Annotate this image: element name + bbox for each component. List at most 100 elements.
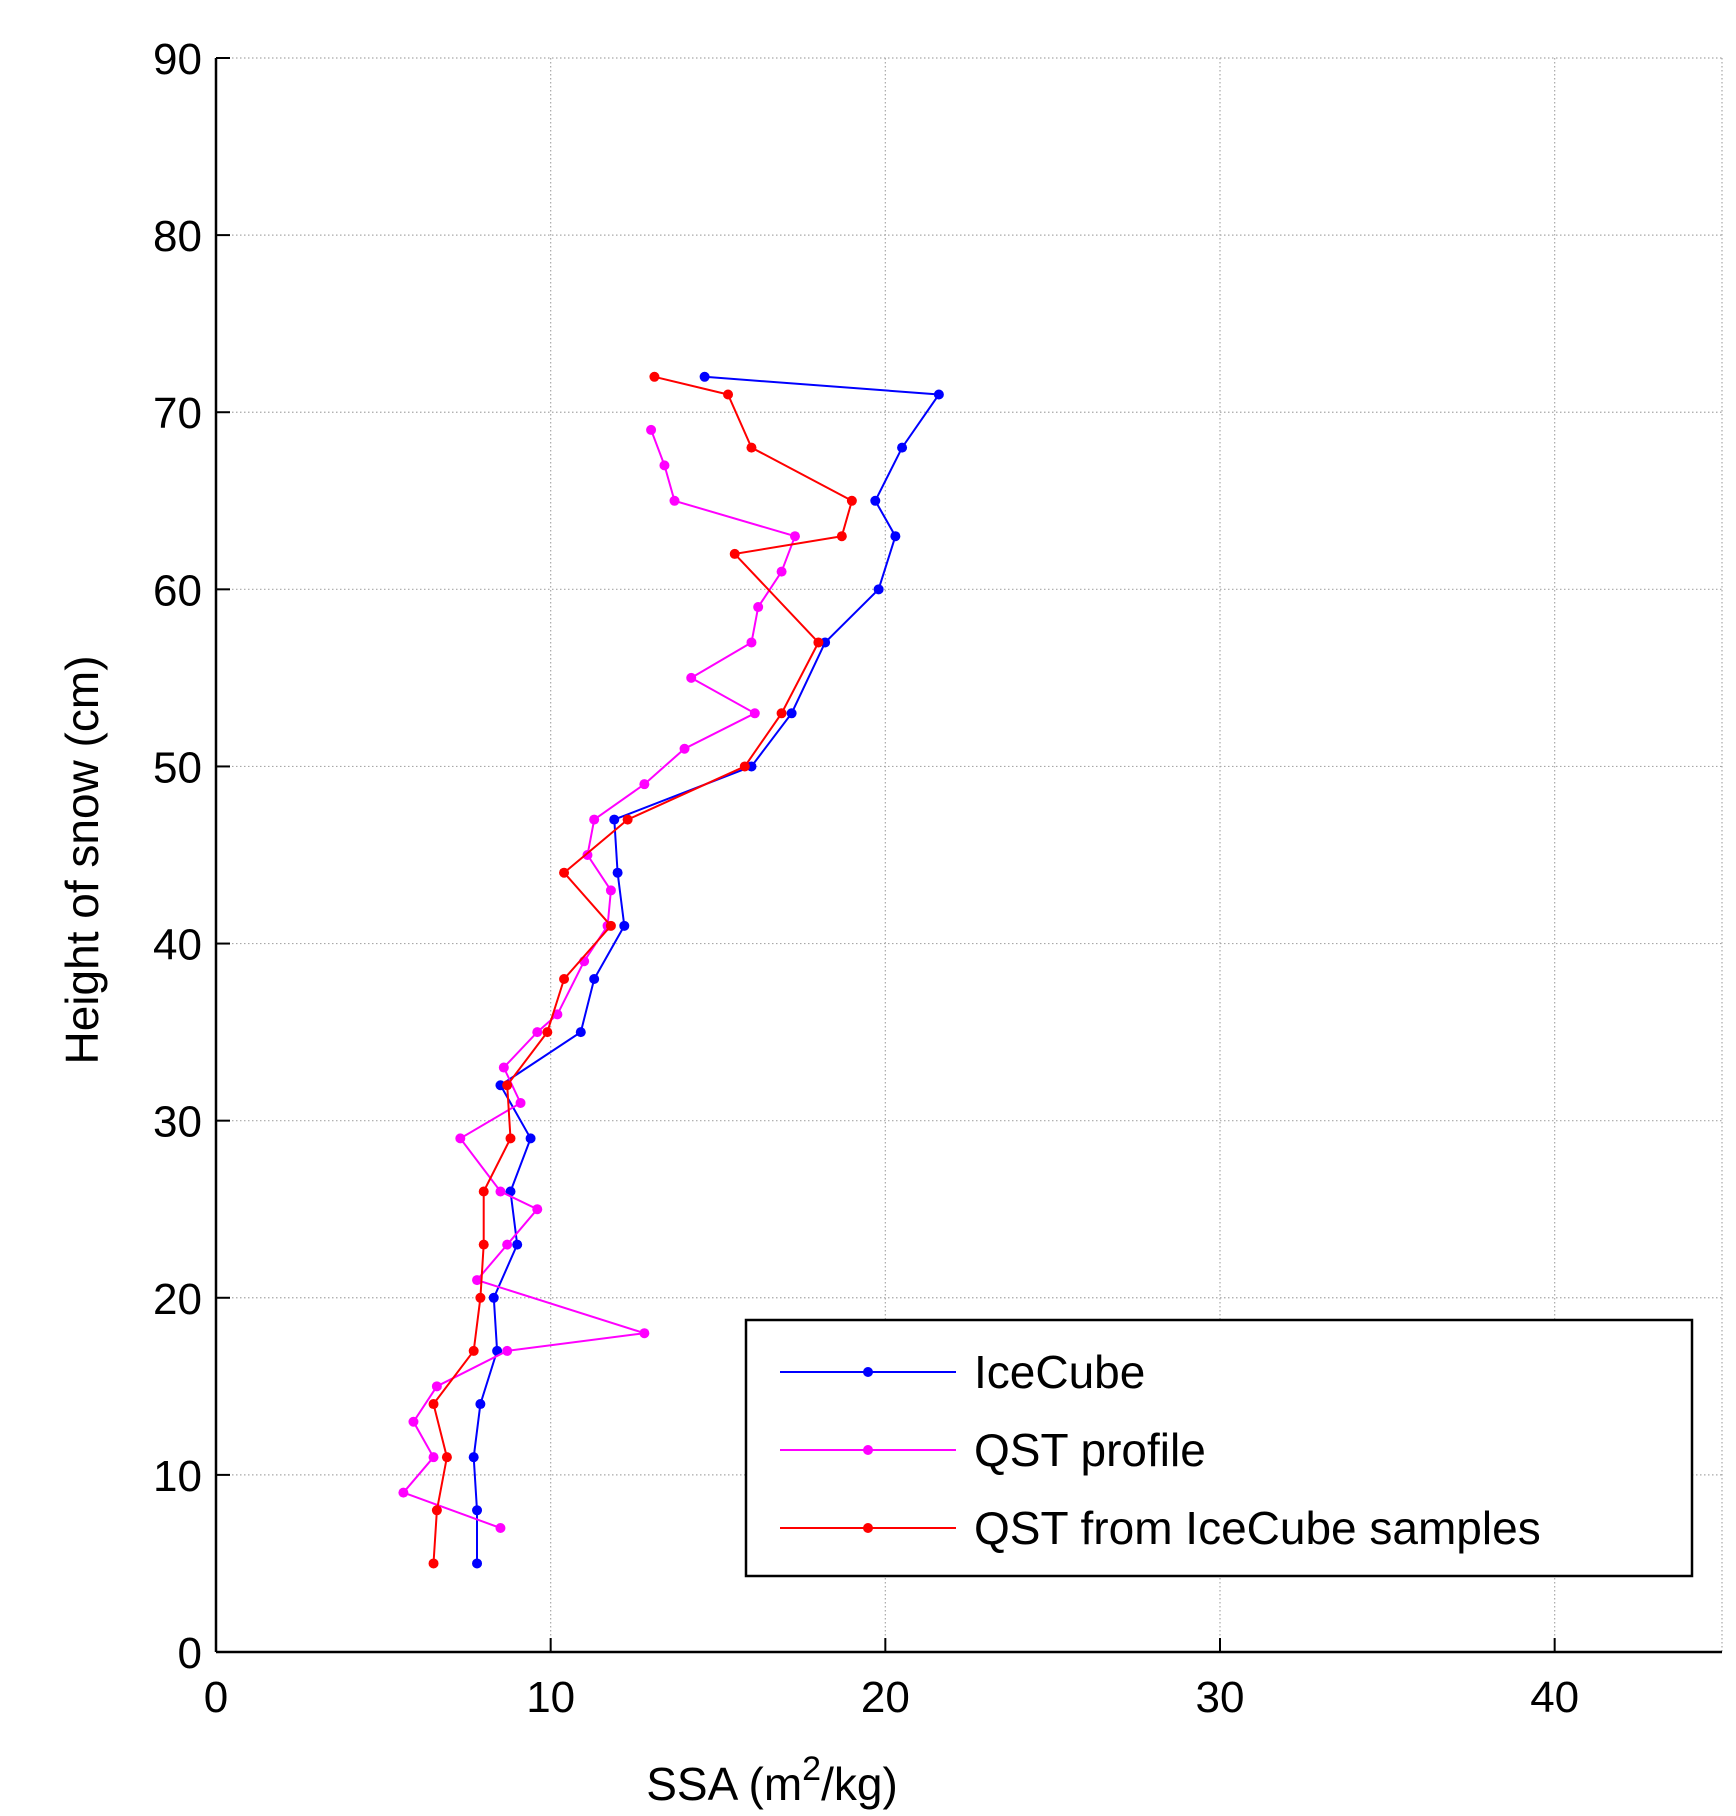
y-axis-title: Height of snow (cm)	[56, 655, 108, 1064]
data-point-qst-profile-12	[582, 850, 593, 860]
data-point-qst-profile-17	[532, 1027, 543, 1038]
data-point-qst-profile-7	[686, 672, 697, 683]
data-point-icecube-2	[897, 442, 908, 453]
x-tick-label-2: 20	[861, 1673, 910, 1722]
data-point-icecube-17	[512, 1239, 523, 1250]
legend-marker-icecube	[863, 1367, 873, 1377]
y-tick-label-9: 90	[153, 35, 202, 84]
series-line-qst-from-icecube-samples	[432, 375, 854, 1564]
series-layer	[398, 371, 944, 1569]
y-tick-label-8: 80	[153, 212, 202, 261]
data-point-qst-from-icecube-samples-18	[475, 1292, 486, 1303]
y-tick-label-2: 20	[153, 1275, 202, 1324]
data-point-qst-from-icecube-samples-16	[478, 1186, 489, 1197]
legend-items: IceCube QST profile QST from IceCube sampl…	[780, 1346, 1541, 1554]
data-point-qst-from-icecube-samples-19	[468, 1345, 479, 1356]
tick-labels: 0 10 20 30 40 0 10 20 30 40 50 60 70 80 90	[153, 35, 1579, 1722]
data-point-qst-profile-13	[605, 885, 616, 896]
data-point-qst-from-icecube-samples-12	[559, 973, 570, 984]
data-point-icecube-20	[475, 1399, 486, 1410]
data-point-qst-from-icecube-samples-1	[723, 389, 734, 400]
x-tick-label-4: 40	[1530, 1673, 1579, 1722]
data-point-qst-from-icecube-samples-11	[605, 920, 616, 931]
data-point-qst-profile-3	[789, 531, 800, 542]
data-point-qst-from-icecube-samples-10	[559, 867, 570, 878]
y-tick-label-0: 0	[178, 1629, 202, 1678]
data-point-qst-profile-26	[502, 1345, 513, 1356]
data-point-icecube-15	[525, 1133, 536, 1144]
data-point-qst-from-icecube-samples-9	[622, 814, 633, 825]
data-point-qst-profile-21	[495, 1186, 506, 1197]
data-point-icecube-9	[609, 814, 620, 825]
y-tick-label-7: 70	[153, 389, 202, 438]
data-point-qst-profile-4	[776, 566, 787, 577]
series-qst-profile	[398, 424, 800, 1534]
data-point-qst-from-icecube-samples-13	[542, 1027, 553, 1038]
data-point-qst-from-icecube-samples-8	[739, 761, 750, 772]
data-point-qst-from-icecube-samples-6	[813, 637, 824, 648]
data-point-qst-profile-8	[749, 708, 760, 719]
y-tick-label-6: 60	[153, 566, 202, 615]
data-point-icecube-1	[933, 389, 944, 400]
data-point-qst-profile-0	[646, 424, 657, 435]
data-point-qst-profile-25	[639, 1328, 650, 1339]
legend: IceCube QST profile QST from IceCube sampl…	[744, 1318, 1694, 1578]
data-point-qst-profile-20	[455, 1133, 466, 1144]
data-point-qst-from-icecube-samples-2	[746, 442, 757, 453]
data-point-icecube-0	[699, 371, 710, 382]
data-point-icecube-5	[873, 584, 884, 595]
legend-marker-qst-profile	[863, 1445, 873, 1455]
legend-label-qst-from-icecube-samples: QST from IceCube samples	[974, 1502, 1541, 1554]
x-tick-label-0: 0	[204, 1673, 228, 1722]
legend-item-qst-profile: QST profile	[780, 1424, 1206, 1476]
y-tick-label-5: 50	[153, 743, 202, 792]
legend-marker-qst-from-icecube-samples	[863, 1523, 873, 1533]
series-line-icecube	[472, 375, 941, 1564]
data-point-qst-profile-2	[669, 495, 680, 506]
data-point-qst-profile-31	[495, 1523, 506, 1534]
data-point-icecube-10	[612, 867, 623, 878]
series-line-qst-profile	[401, 429, 797, 1529]
data-point-icecube-12	[589, 973, 600, 984]
data-point-qst-profile-11	[589, 814, 600, 825]
data-point-icecube-19	[492, 1345, 503, 1356]
x-axis-title: SSA (m2/kg)	[646, 1750, 898, 1810]
x-tick-label-1: 10	[526, 1673, 575, 1722]
x-tick-label-3: 30	[1196, 1673, 1245, 1722]
data-point-icecube-4	[890, 531, 901, 542]
data-point-icecube-13	[575, 1027, 586, 1038]
data-point-qst-profile-30	[398, 1487, 409, 1498]
data-point-qst-from-icecube-samples-3	[846, 495, 857, 506]
legend-box	[744, 1318, 1694, 1578]
data-point-icecube-23	[472, 1558, 483, 1569]
data-point-icecube-22	[472, 1505, 483, 1516]
legend-item-icecube: IceCube	[780, 1346, 1145, 1398]
data-point-icecube-3	[870, 495, 881, 506]
y-tick-label-3: 30	[153, 1098, 202, 1147]
data-point-icecube-18	[488, 1292, 499, 1303]
data-point-qst-profile-5	[753, 602, 764, 613]
data-point-qst-profile-18	[498, 1062, 509, 1073]
data-point-icecube-11	[619, 920, 630, 931]
data-point-qst-profile-28	[408, 1416, 419, 1427]
data-point-qst-profile-9	[679, 743, 690, 754]
data-point-qst-from-icecube-samples-0	[649, 371, 660, 382]
data-point-qst-from-icecube-samples-14	[502, 1080, 513, 1091]
data-point-qst-from-icecube-samples-17	[478, 1239, 489, 1250]
data-point-qst-profile-10	[639, 779, 650, 790]
data-point-qst-profile-29	[428, 1452, 439, 1463]
data-point-qst-profile-16	[552, 1009, 563, 1020]
data-point-qst-from-icecube-samples-15	[505, 1133, 516, 1144]
data-point-qst-profile-6	[746, 637, 757, 648]
data-point-qst-profile-27	[431, 1381, 442, 1392]
data-point-qst-profile-19	[515, 1097, 526, 1108]
data-point-qst-from-icecube-samples-23	[428, 1558, 439, 1569]
axes	[214, 57, 1722, 1654]
data-point-qst-from-icecube-samples-7	[776, 708, 787, 719]
data-point-qst-from-icecube-samples-20	[428, 1399, 439, 1410]
data-point-qst-from-icecube-samples-4	[836, 531, 847, 542]
y-tick-label-1: 10	[153, 1452, 202, 1501]
legend-label-qst-profile: QST profile	[974, 1424, 1206, 1476]
